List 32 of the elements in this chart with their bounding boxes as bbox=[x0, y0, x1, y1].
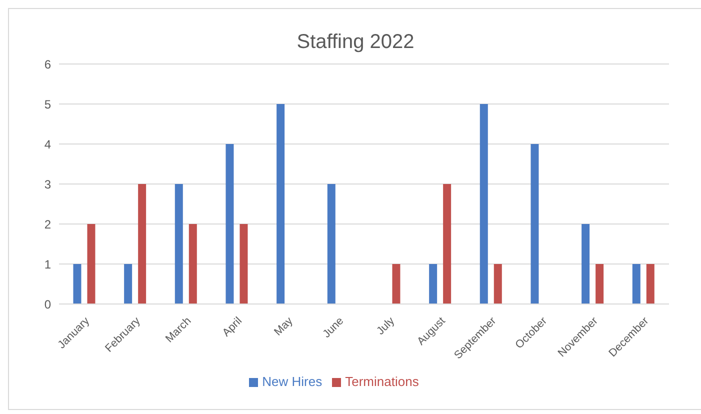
x-tick-label: May bbox=[272, 314, 296, 338]
bar bbox=[124, 264, 132, 304]
bar bbox=[226, 144, 234, 304]
bar bbox=[188, 224, 197, 304]
bar bbox=[646, 264, 654, 304]
bar bbox=[530, 144, 539, 304]
bar bbox=[494, 264, 502, 304]
legend-label: Terminations bbox=[345, 374, 419, 389]
y-tick-label: 4 bbox=[44, 137, 52, 152]
bar bbox=[240, 224, 248, 304]
bar bbox=[480, 104, 488, 304]
bar bbox=[327, 184, 336, 304]
bar bbox=[443, 184, 452, 304]
bar bbox=[596, 264, 604, 304]
bar bbox=[73, 264, 82, 304]
bar bbox=[174, 184, 183, 304]
x-tick-label: July bbox=[374, 314, 398, 338]
bar bbox=[582, 224, 590, 304]
bar bbox=[429, 264, 438, 304]
bar bbox=[392, 264, 400, 304]
bar bbox=[87, 224, 96, 304]
chart-title: Staffing 2022 bbox=[296, 31, 416, 54]
y-tick-label: 3 bbox=[44, 177, 52, 192]
y-tick-label: 0 bbox=[44, 297, 52, 312]
y-tick-label: 5 bbox=[44, 97, 52, 112]
y-tick-label: 1 bbox=[44, 257, 52, 272]
bar bbox=[138, 184, 146, 304]
legend-label: New Hires bbox=[262, 374, 322, 389]
y-tick-label: 6 bbox=[44, 57, 52, 72]
bar bbox=[276, 104, 285, 304]
y-tick-label: 2 bbox=[44, 217, 52, 232]
bar bbox=[632, 264, 640, 304]
